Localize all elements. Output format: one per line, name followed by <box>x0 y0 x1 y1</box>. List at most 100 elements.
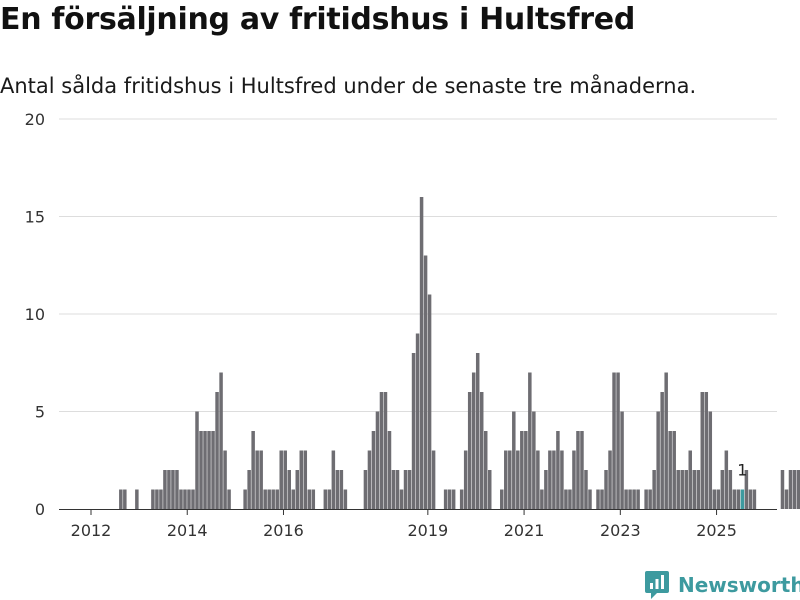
bar <box>167 470 171 509</box>
bar <box>672 431 676 509</box>
bar <box>307 489 312 509</box>
bar <box>203 431 207 509</box>
bar <box>688 450 692 509</box>
bar <box>708 411 713 509</box>
x-tick-label: 2019 <box>407 521 448 540</box>
bar <box>175 470 179 509</box>
bar <box>632 489 636 509</box>
bar <box>612 372 616 509</box>
bar <box>151 489 155 509</box>
bar <box>512 411 516 509</box>
bar <box>263 489 267 509</box>
bar <box>748 489 753 509</box>
y-tick-label: 15 <box>25 208 45 227</box>
bar <box>556 431 560 509</box>
bar <box>411 353 416 509</box>
bar <box>419 197 424 509</box>
bar <box>736 489 741 509</box>
bar <box>580 431 584 509</box>
bar <box>399 489 404 509</box>
bar <box>123 489 127 509</box>
bar <box>431 450 436 509</box>
bar <box>363 470 368 509</box>
bar <box>475 353 480 509</box>
bar <box>251 431 255 509</box>
bar <box>243 489 247 509</box>
bar <box>195 411 199 509</box>
bar <box>524 431 528 509</box>
bar <box>159 489 163 509</box>
bar <box>463 450 468 509</box>
bar <box>528 372 532 509</box>
bar <box>568 489 572 509</box>
x-tick-label: 2021 <box>504 521 545 540</box>
bar <box>600 489 604 509</box>
x-tick-label: 2014 <box>167 521 208 540</box>
y-tick-labels: 0 5 10 15 20 <box>25 110 45 519</box>
bar <box>668 431 672 509</box>
bar <box>423 255 428 509</box>
bar <box>604 470 608 509</box>
bar <box>183 489 187 509</box>
bar <box>576 431 580 509</box>
bar <box>716 489 721 509</box>
bar <box>724 450 729 509</box>
bar <box>295 470 300 509</box>
bar <box>367 450 372 509</box>
bar <box>191 489 195 509</box>
bar <box>664 372 668 509</box>
bar <box>471 372 476 509</box>
bar <box>323 489 328 509</box>
bar <box>504 450 508 509</box>
bar <box>343 489 348 509</box>
bar <box>179 489 183 509</box>
bar <box>339 470 344 509</box>
bar <box>219 372 223 509</box>
bar <box>331 450 336 509</box>
bar <box>227 489 231 509</box>
bar <box>415 333 420 509</box>
bar <box>660 392 664 509</box>
bar <box>199 431 203 509</box>
y-tick-label: 10 <box>25 305 45 324</box>
bar <box>624 489 628 509</box>
bar <box>636 489 640 509</box>
bar <box>215 392 219 509</box>
bar <box>383 392 388 509</box>
bar <box>187 489 191 509</box>
bar <box>207 431 211 509</box>
bar <box>728 470 733 509</box>
x-tick-label: 2012 <box>71 521 112 540</box>
bar <box>700 392 705 509</box>
bar <box>335 470 340 509</box>
bar <box>560 450 564 509</box>
bar <box>291 489 295 509</box>
bar <box>271 489 275 509</box>
bar <box>247 470 251 509</box>
bar <box>287 470 291 509</box>
bar <box>155 489 159 509</box>
bar <box>395 470 400 509</box>
bar <box>447 489 452 509</box>
bar <box>616 372 620 509</box>
bar <box>780 470 785 509</box>
bar <box>391 470 396 509</box>
bar <box>483 431 488 509</box>
bar <box>744 470 749 509</box>
bar <box>163 470 167 509</box>
newsworthy-logo-icon <box>645 571 669 599</box>
bar <box>211 431 215 509</box>
bar <box>459 489 464 509</box>
bar <box>283 450 287 509</box>
bar <box>792 470 797 509</box>
bar <box>536 450 540 509</box>
bar <box>259 450 263 509</box>
bar <box>788 470 793 509</box>
bar <box>704 392 709 509</box>
bar <box>371 431 376 509</box>
bar <box>451 489 456 509</box>
bar <box>223 450 227 509</box>
bar <box>628 489 632 509</box>
bar <box>119 489 123 509</box>
bar <box>552 450 556 509</box>
